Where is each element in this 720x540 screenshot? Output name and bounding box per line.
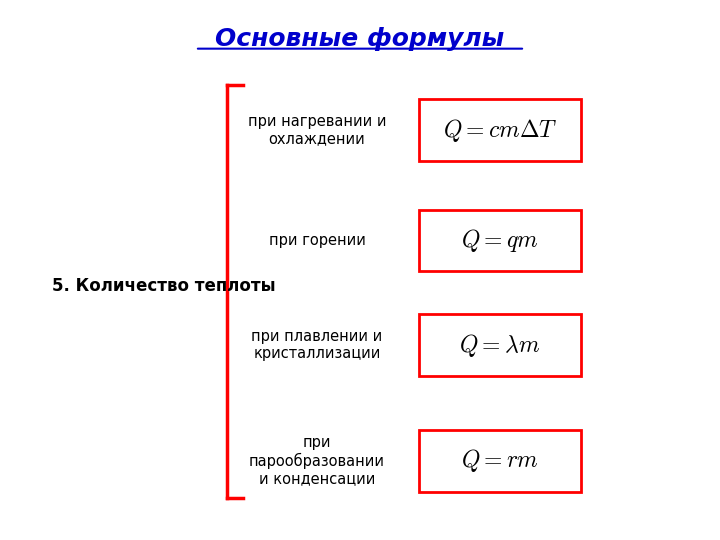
FancyBboxPatch shape	[419, 314, 580, 376]
Text: $Q = rm$: $Q = rm$	[461, 447, 539, 474]
Text: $Q = cm\Delta T$: $Q = cm\Delta T$	[443, 117, 557, 144]
Text: при нагревании и
охлаждении: при нагревании и охлаждении	[248, 114, 386, 146]
Text: при горении: при горении	[269, 233, 366, 248]
FancyBboxPatch shape	[419, 430, 580, 491]
Text: $Q = \lambda m$: $Q = \lambda m$	[459, 332, 541, 359]
Text: при
парообразовании
и конденсации: при парообразовании и конденсации	[249, 435, 385, 487]
Text: 5. Количество теплоты: 5. Количество теплоты	[52, 277, 275, 295]
Text: $Q = qm$: $Q = qm$	[461, 227, 539, 254]
Text: при плавлении и
кристаллизации: при плавлении и кристаллизации	[251, 329, 382, 361]
FancyBboxPatch shape	[419, 210, 580, 271]
FancyBboxPatch shape	[419, 99, 580, 161]
Text: Основные формулы: Основные формулы	[215, 27, 505, 51]
